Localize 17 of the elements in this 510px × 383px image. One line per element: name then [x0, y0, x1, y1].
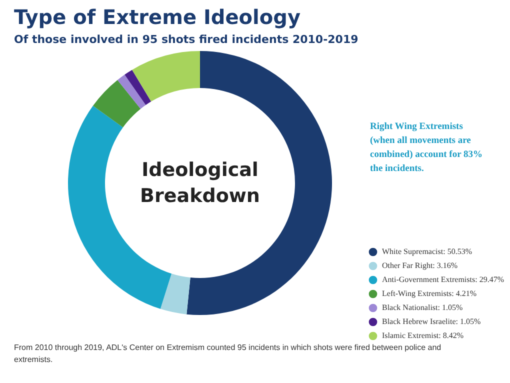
legend-label: Black Nationalist: 1.05% [382, 303, 463, 312]
text: Right Wing Extremists (when all movements are combined) account for 83% the incidents. [370, 122, 482, 174]
legend-label: Black Hebrew Israelite: 1.05% [382, 317, 481, 326]
donut-slice [117, 74, 146, 109]
legend-label: Anti-Government Extremists: 29.47% [382, 275, 504, 284]
donut-slice [124, 70, 152, 106]
legend-label: Left-Wing Extremists: 4.21% [382, 289, 477, 298]
donut-slice [92, 80, 141, 128]
legend-label: Other Far Right: 3.16% [382, 261, 458, 270]
legend-label: Islamic Extremist: 8.42% [382, 331, 464, 340]
donut-slice [132, 51, 200, 102]
text: Ideological Breakdown [140, 159, 260, 207]
legend-label: White Supremacist: 50.53% [382, 247, 472, 256]
donut-slice [160, 274, 190, 314]
chart-subtitle: Of those involved in 95 shots fired incidents 2010-2019 [14, 33, 358, 46]
chart-title: Type of Extreme Ideology [14, 5, 300, 29]
text: From 2010 through 2019, ADL's Center on Extremism counted 95 incidents in which shots were fired between police and extremists. [14, 343, 442, 364]
